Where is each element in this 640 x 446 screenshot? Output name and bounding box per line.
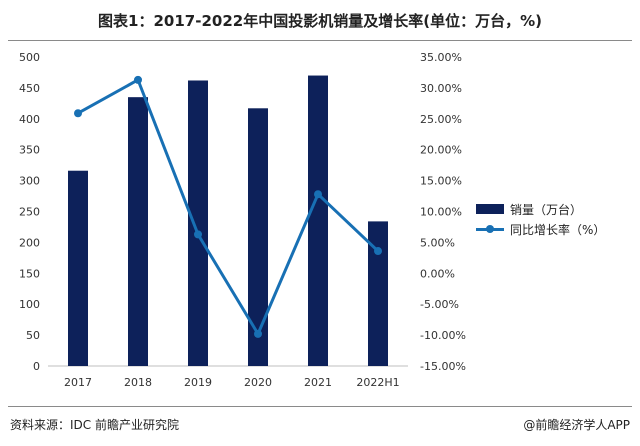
y-right-tick-label: -15.00% bbox=[420, 360, 466, 373]
y-right-tick-label: 35.00% bbox=[420, 51, 462, 64]
y-left-tick-label: 150 bbox=[19, 267, 40, 280]
x-tick-label: 2017 bbox=[64, 376, 92, 389]
x-tick-label: 2020 bbox=[244, 376, 272, 389]
growth-point bbox=[374, 247, 382, 256]
y-right-tick-label: 0.00% bbox=[420, 267, 455, 280]
y-left-tick-label: 300 bbox=[19, 175, 40, 188]
source-note: 资料来源：IDC 前瞻产业研究院 bbox=[10, 418, 179, 432]
growth-point bbox=[314, 190, 322, 199]
growth-point bbox=[134, 75, 142, 84]
bar bbox=[308, 75, 328, 366]
legend-label-sales: 销量（万台） bbox=[510, 202, 583, 217]
bar bbox=[248, 108, 268, 366]
chart-title: 图表1：2017-2022年中国投影机销量及增长率(单位：万台，%) bbox=[98, 12, 542, 30]
x-tick-label: 2021 bbox=[304, 376, 332, 389]
y-right-tick-label: 15.00% bbox=[420, 175, 462, 188]
y-left-tick-label: 350 bbox=[19, 144, 40, 157]
y-right-tick-label: 25.00% bbox=[420, 113, 462, 126]
y-right-tick-label: 10.00% bbox=[420, 206, 462, 219]
growth-point bbox=[74, 109, 82, 118]
combo-chart: 0 50 100 150 200 250 300 350 400 450 500 -15.00% -10… bbox=[19, 51, 466, 389]
growth-line bbox=[77, 78, 380, 336]
y-right-tick-label: -5.00% bbox=[420, 298, 459, 311]
chart-legend: 销量（万台） 同比增长率（%） bbox=[476, 199, 605, 239]
y-right-tick-label: 20.00% bbox=[420, 144, 462, 157]
legend-item-growth: 同比增长率（%） bbox=[476, 219, 605, 239]
legend-swatch-line bbox=[476, 224, 504, 234]
x-tick-label: 2018 bbox=[124, 376, 152, 389]
y-right-tick-label: -10.00% bbox=[420, 329, 466, 342]
bar bbox=[368, 221, 388, 366]
y-left-tick-label: 250 bbox=[19, 206, 40, 219]
y-left-tick-label: 0 bbox=[33, 360, 40, 373]
legend-label-growth: 同比增长率（%） bbox=[510, 222, 606, 237]
bar bbox=[188, 80, 208, 366]
y-left-tick-label: 200 bbox=[19, 236, 40, 249]
top-divider bbox=[8, 40, 632, 41]
growth-point bbox=[194, 230, 202, 239]
legend-item-sales: 销量（万台） bbox=[476, 199, 605, 219]
bar bbox=[68, 170, 88, 366]
growth-point bbox=[254, 329, 262, 338]
y-left-tick-label: 450 bbox=[19, 82, 40, 95]
y-right-tick-label: 30.00% bbox=[420, 82, 462, 95]
y-left-tick-label: 50 bbox=[26, 329, 40, 342]
y-left-tick-label: 100 bbox=[19, 298, 40, 311]
y-right-tick-label: 5.00% bbox=[420, 236, 455, 249]
x-tick-label: 2019 bbox=[184, 376, 212, 389]
legend-swatch-bar bbox=[476, 204, 504, 214]
y-left-tick-label: 400 bbox=[19, 113, 40, 126]
y-left-tick-label: 500 bbox=[19, 51, 40, 64]
bar bbox=[128, 97, 148, 367]
brand-credit: @前瞻经济学人APP bbox=[523, 418, 630, 432]
x-tick-label: 2022H1 bbox=[356, 376, 399, 389]
bottom-divider bbox=[8, 406, 632, 407]
